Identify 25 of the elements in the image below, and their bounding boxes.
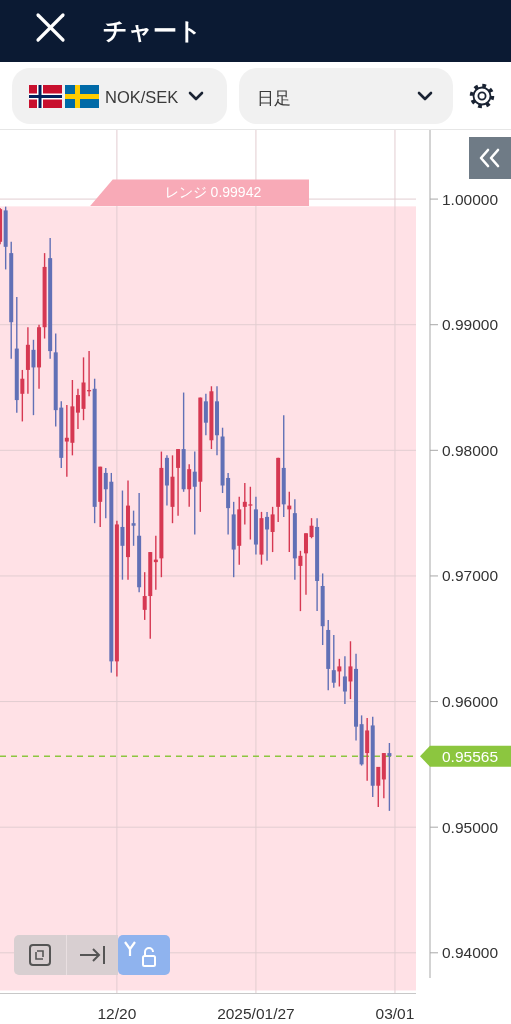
y-tick-label: 0.98000 [442, 441, 499, 459]
label-box: レンジ 0.99942 [89, 179, 310, 207]
y-tick-label: 0.95000 [442, 818, 499, 836]
fullscreen-icon[interactable] [28, 943, 52, 967]
x-tick-label: 2025/01/27 [217, 1005, 295, 1022]
chart-subtitle: NOK/SEK [105, 88, 179, 106]
y-tick-label: 0.96000 [442, 693, 499, 711]
button-fullscreen[interactable] [14, 935, 66, 975]
icon-collapse[interactable] [469, 137, 511, 179]
y-tick-label: 1.00000 [442, 190, 499, 208]
x-tick-label: 03/01 [375, 1005, 415, 1022]
y-tick-label: 0.97000 [442, 567, 499, 585]
icon-settings[interactable] [469, 83, 495, 109]
x-tick-label: 12/20 [97, 1005, 137, 1022]
icon-chevron-down[interactable] [188, 91, 204, 101]
ref-line-label: 0.95565 [442, 747, 499, 765]
button-scroll-end[interactable] [66, 935, 118, 975]
icon-close[interactable] [36, 13, 65, 42]
text: 日足 [257, 89, 291, 108]
y-tick-label: 0.99000 [442, 316, 499, 334]
band-label: レンジ 0.99942 [164, 184, 262, 201]
chart-title: チャート [103, 17, 202, 44]
icon-chevron-down[interactable] [417, 91, 433, 101]
scroll-to-end-icon[interactable] [79, 945, 106, 965]
y-tick-label: 0.94000 [442, 944, 499, 962]
